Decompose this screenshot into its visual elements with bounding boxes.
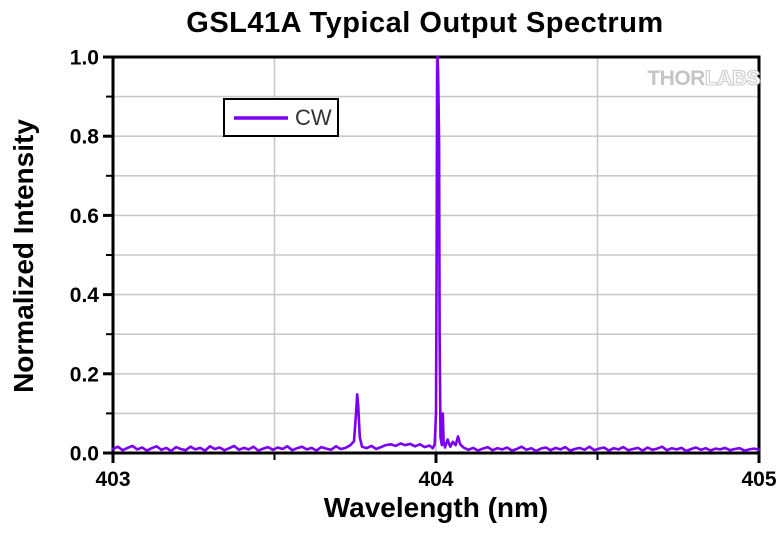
- chart-title: GSL41A Typical Output Spectrum: [186, 7, 664, 39]
- x-tick-label: 403: [95, 468, 130, 491]
- legend-label-cw: CW: [295, 104, 332, 130]
- x-axis-title: Wavelength (nm): [323, 492, 549, 523]
- y-tick-label: 0.0: [70, 443, 99, 466]
- watermark-thor: THOR: [647, 67, 705, 90]
- y-tick-label: 0.4: [70, 284, 100, 307]
- watermark-labs: LABS: [704, 66, 761, 90]
- plot-frame: [111, 55, 761, 455]
- legend: CW: [223, 98, 339, 137]
- y-tick-label: 0.6: [70, 205, 99, 228]
- x-tick-label: 404: [418, 468, 453, 491]
- y-tick-label: 1.0: [70, 47, 99, 70]
- y-tick-label: 0.8: [70, 126, 100, 149]
- y-tick-label: 0.2: [70, 363, 99, 386]
- thorlabs-watermark: THORLABS: [640, 66, 761, 91]
- x-tick-label: 405: [741, 468, 776, 491]
- legend-line-icon: [234, 115, 288, 120]
- cw-trace: [111, 55, 761, 453]
